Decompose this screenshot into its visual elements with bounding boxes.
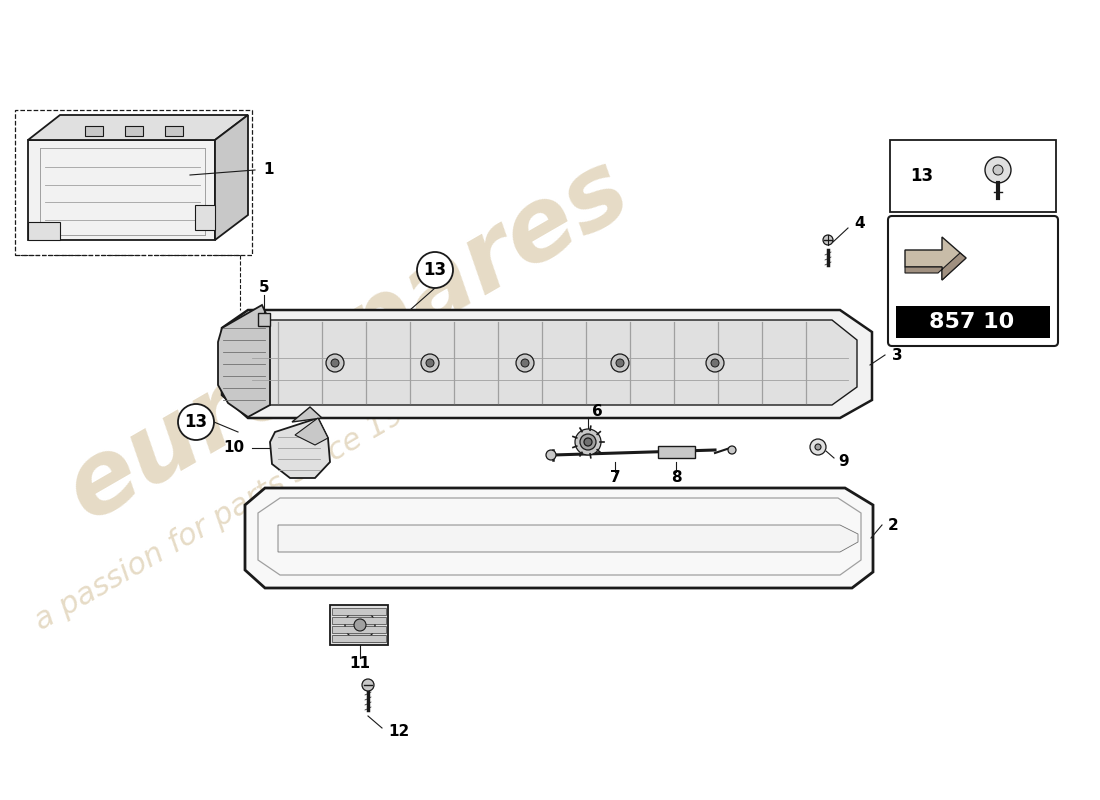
- Circle shape: [178, 404, 215, 440]
- Text: eurospares: eurospares: [50, 141, 647, 541]
- Polygon shape: [214, 115, 248, 240]
- Circle shape: [984, 157, 1011, 183]
- Polygon shape: [330, 605, 388, 645]
- FancyBboxPatch shape: [896, 306, 1050, 338]
- Text: 6: 6: [592, 405, 603, 419]
- Polygon shape: [658, 446, 695, 458]
- Circle shape: [426, 359, 434, 367]
- Polygon shape: [292, 407, 322, 422]
- Polygon shape: [905, 253, 966, 280]
- Text: 3: 3: [892, 347, 903, 362]
- Polygon shape: [295, 418, 328, 445]
- Polygon shape: [332, 617, 386, 624]
- Circle shape: [417, 252, 453, 288]
- Text: a passion for parts since 1985: a passion for parts since 1985: [30, 380, 443, 636]
- Circle shape: [993, 165, 1003, 175]
- Text: 8: 8: [671, 470, 681, 486]
- Text: 2: 2: [888, 518, 899, 533]
- FancyBboxPatch shape: [890, 140, 1056, 212]
- Circle shape: [728, 446, 736, 454]
- Polygon shape: [270, 418, 330, 478]
- Circle shape: [516, 354, 534, 372]
- Polygon shape: [85, 126, 103, 136]
- Text: 857 10: 857 10: [930, 312, 1014, 332]
- Text: 1: 1: [263, 162, 274, 178]
- Polygon shape: [218, 305, 270, 417]
- Circle shape: [421, 354, 439, 372]
- Circle shape: [521, 359, 529, 367]
- Circle shape: [546, 450, 556, 460]
- Text: 13: 13: [424, 261, 447, 279]
- Polygon shape: [258, 313, 270, 326]
- Polygon shape: [240, 320, 857, 405]
- Polygon shape: [28, 222, 60, 240]
- Polygon shape: [195, 205, 214, 230]
- Circle shape: [580, 434, 596, 450]
- Polygon shape: [125, 126, 143, 136]
- Text: 12: 12: [388, 725, 409, 739]
- Text: 13: 13: [910, 167, 933, 185]
- Polygon shape: [278, 525, 858, 552]
- Circle shape: [331, 359, 339, 367]
- Polygon shape: [222, 310, 872, 418]
- Polygon shape: [28, 140, 214, 240]
- Circle shape: [706, 354, 724, 372]
- Circle shape: [326, 354, 344, 372]
- Circle shape: [354, 619, 366, 631]
- Circle shape: [616, 359, 624, 367]
- Polygon shape: [332, 626, 386, 633]
- Polygon shape: [28, 115, 248, 140]
- Circle shape: [362, 679, 374, 691]
- FancyBboxPatch shape: [888, 216, 1058, 346]
- Text: 11: 11: [350, 657, 371, 671]
- Text: 10: 10: [223, 441, 244, 455]
- Polygon shape: [332, 635, 386, 642]
- Circle shape: [345, 610, 375, 640]
- Polygon shape: [332, 608, 386, 615]
- Circle shape: [575, 429, 601, 455]
- Text: 13: 13: [185, 413, 208, 431]
- Polygon shape: [905, 237, 966, 280]
- Polygon shape: [245, 488, 873, 588]
- Circle shape: [610, 354, 629, 372]
- Polygon shape: [165, 126, 183, 136]
- Circle shape: [810, 439, 826, 455]
- Text: 5: 5: [258, 281, 270, 295]
- Circle shape: [815, 444, 821, 450]
- Circle shape: [823, 235, 833, 245]
- Text: 4: 4: [854, 217, 865, 231]
- Circle shape: [584, 438, 592, 446]
- Circle shape: [711, 359, 719, 367]
- Text: 9: 9: [838, 454, 848, 470]
- Text: 7: 7: [609, 470, 620, 486]
